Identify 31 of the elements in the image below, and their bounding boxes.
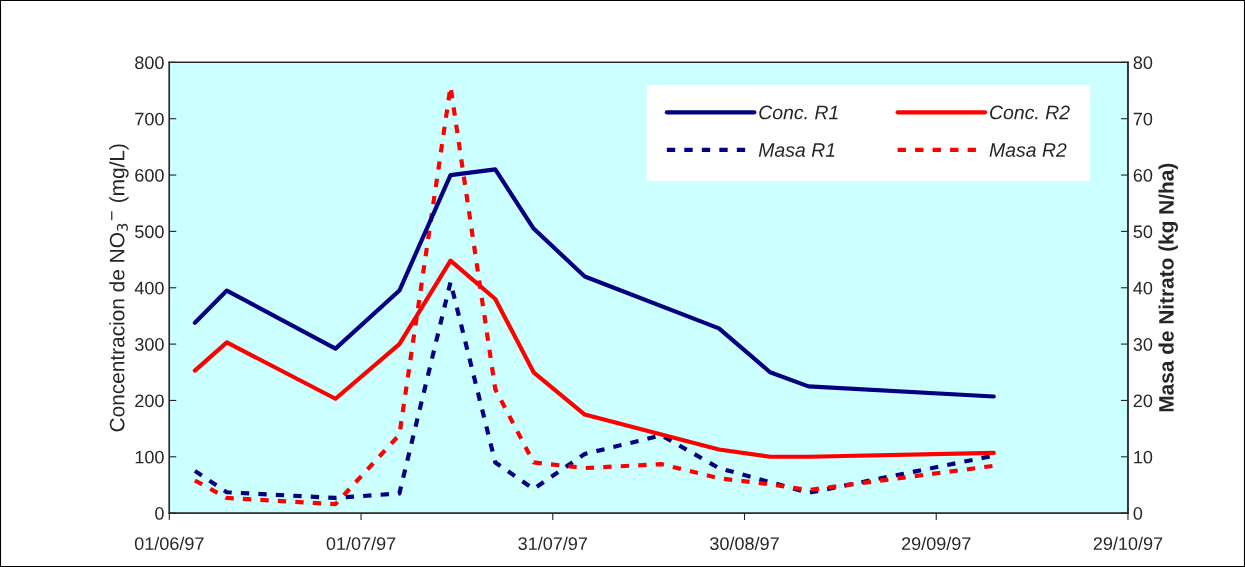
line-series — [192, 167, 996, 399]
y2-tick-label: 80 — [1133, 56, 1153, 70]
y-tick-label: 400 — [134, 281, 164, 295]
y2-tick-label: 10 — [1134, 450, 1153, 464]
y2-tick-label: 30 — [1133, 338, 1153, 351]
legend-label: Masa R2 — [989, 143, 1067, 157]
y-tick-label: 800 — [135, 56, 164, 70]
y2-tick-label: 20 — [1133, 394, 1153, 408]
y-tick-label: 500 — [135, 225, 164, 239]
x-tick-label: 01/07/97 — [326, 536, 396, 551]
x-tick-label: 30/08/97 — [710, 536, 779, 551]
legend-label: Conc. R2 — [990, 105, 1070, 120]
y2-tick-label: 0 — [1133, 507, 1143, 520]
y-axis-title: Concentracion de NO$_{3}$$^{−}$ (mg/L) — [109, 144, 129, 432]
x-tick-label: 31/07/97 — [518, 536, 588, 551]
y-tick-label: 600 — [135, 169, 164, 182]
legend-label: Masa R1 — [758, 143, 835, 157]
x-tick-label: 01/06/97 — [134, 536, 204, 551]
y-tick-label: 700 — [135, 112, 164, 126]
y2-tick-label: 60 — [1133, 169, 1153, 182]
x-tick-label: 29/09/97 — [902, 536, 971, 551]
y-tick-label: 200 — [135, 394, 164, 408]
y2-tick-label: 40 — [1133, 281, 1153, 295]
y2-tick-label: 50 — [1133, 225, 1153, 239]
y-tick-label: 300 — [135, 338, 164, 351]
y2-tick-label: 70 — [1133, 112, 1153, 126]
y-tick-label: 100 — [135, 450, 164, 464]
y2-axis-title: Masa de Nitrato (kg N/ha) — [1158, 163, 1178, 412]
y-tick-label: 0 — [155, 507, 164, 520]
legend-label: Conc. R1 — [759, 105, 838, 120]
x-tick-label: 29/10/97 — [1093, 536, 1163, 551]
